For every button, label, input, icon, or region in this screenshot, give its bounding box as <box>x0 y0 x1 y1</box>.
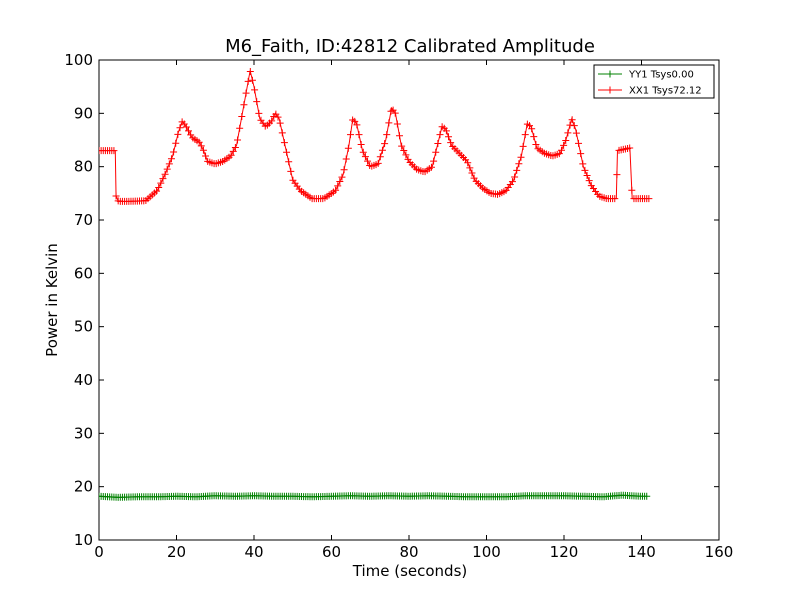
legend-item: XX1 Tsys72.12 <box>598 86 702 97</box>
y-tick-label: 70 <box>74 211 93 229</box>
y-tick-label: 50 <box>74 318 93 336</box>
x-tick-label: 160 <box>705 543 734 561</box>
series-xx1 <box>99 67 653 205</box>
series-markers <box>99 67 653 205</box>
x-tick-label: 60 <box>322 543 341 561</box>
x-tick-label: 100 <box>472 543 501 561</box>
ticks-layer: 0 20 40 60 80 100 120 140 160 10 20 30 40 50 60 70 80 90 1… <box>64 51 733 561</box>
y-tick-label: 20 <box>74 478 93 496</box>
plot-area-frame <box>98 59 720 541</box>
y-tick-label: 30 <box>74 424 93 442</box>
legend-item: YY1 Tsys0.00 <box>598 70 694 81</box>
legend-label: XX1 Tsys72.12 <box>629 86 702 97</box>
legend-marker <box>606 86 614 94</box>
chart-title: M6_Faith, ID:42812 Calibrated Amplitude <box>225 36 595 57</box>
y-tick-label: 10 <box>74 531 93 549</box>
y-axis-label: Power in Kelvin <box>43 243 61 357</box>
x-tick-label: 140 <box>627 543 656 561</box>
x-tick-label: 120 <box>550 543 579 561</box>
x-tick-label: 20 <box>167 543 186 561</box>
series-yy1 <box>99 491 651 501</box>
x-tick-label: 0 <box>94 543 104 561</box>
y-tick-label: 100 <box>64 51 93 69</box>
x-tick-label: 80 <box>399 543 418 561</box>
series-markers <box>99 491 651 501</box>
legend: YY1 Tsys0.00 XX1 Tsys72.12 <box>593 64 715 99</box>
y-tick-label: 60 <box>74 264 93 282</box>
legend-marker <box>606 70 614 78</box>
y-tick-label: 90 <box>74 104 93 122</box>
legend-items: YY1 Tsys0.00 XX1 Tsys72.12 <box>598 70 702 97</box>
legend-label: YY1 Tsys0.00 <box>628 70 694 81</box>
legend-frame <box>593 64 715 99</box>
y-tick-label: 40 <box>74 371 93 389</box>
x-axis-label: Time (seconds) <box>352 562 468 580</box>
x-tick-label: 40 <box>244 543 263 561</box>
y-tick-label: 80 <box>74 158 93 176</box>
series-layer <box>99 67 653 501</box>
